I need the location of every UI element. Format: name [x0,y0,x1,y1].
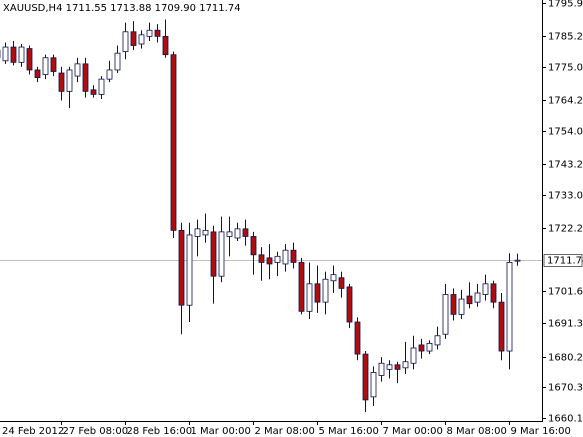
y-tick-label: 1743.25 [548,160,583,171]
candle-body [194,228,201,237]
candle-body [290,249,297,263]
candle-body [138,34,145,45]
candle-body [98,78,105,95]
y-tick-label: 1775.00 [548,63,583,74]
candle-body [66,69,73,92]
y-tick-label: 1733.00 [548,191,583,202]
candle-body [378,362,385,376]
candle-body [26,48,33,71]
candle-body [210,231,217,277]
candle-body [322,278,329,303]
candle-body [34,69,41,79]
candle-body [10,46,17,63]
candle-body [18,46,25,63]
candle-body [234,228,241,239]
x-tick-label: 28 Feb 16:00 [127,426,193,437]
candle-body [154,29,161,37]
candle-body [2,46,9,62]
y-tick-label: 1795.90 [548,0,583,10]
y-tick-label: 1754.00 [548,127,583,138]
candle-body [266,257,273,265]
y-tick-label: 1660.10 [548,414,583,425]
candle-body [42,57,49,75]
candle-body [426,342,433,352]
candle-body [170,54,177,231]
current-price-label: 1711.74 [547,256,583,267]
x-tick-label: 2 Mar 08:00 [255,426,315,437]
candle-body [114,52,121,71]
candle-body [330,274,337,282]
candle-body [482,283,489,295]
candle-body [506,262,513,352]
current-price-box [543,254,583,267]
candle-body [82,63,89,92]
candle-body [338,277,345,289]
candle-body [258,254,265,263]
candle-body [394,364,401,370]
candle-body [178,229,185,306]
x-tick-label: 8 Mar 08:00 [447,426,507,437]
candle-body [314,283,321,303]
candle-body [282,249,289,265]
candle-body [490,283,497,303]
x-tick-label: 27 Feb 08:00 [63,426,129,437]
candle-body [418,344,425,352]
y-tick-label: 1785.25 [548,32,583,43]
candle-body [162,35,169,56]
y-tick-label: 1701.60 [548,287,583,298]
candle-body [298,262,305,312]
candle-body [250,236,257,256]
candle-body [58,72,65,92]
candle-body [90,89,97,95]
candle-body [130,31,137,46]
candle-body [146,29,153,37]
x-tick-label: 9 Mar 16:00 [511,426,571,437]
candle-body [514,259,521,262]
candle-body [186,234,193,306]
candle-body [354,321,361,355]
candle-body [202,229,209,236]
candle-body [218,231,225,277]
candle-body [458,298,465,315]
y-tick-label: 1722.25 [548,224,583,235]
candle-body [50,57,57,72]
y-tick-label: 1764.25 [548,96,583,107]
y-tick-label: 1680.20 [548,353,583,364]
x-tick-label: 5 Mar 16:00 [319,426,379,437]
candle-body [434,335,441,346]
candle-body [442,294,449,335]
candle-body [498,301,505,352]
chart-header: XAUUSD,H4 1711.55 1713.88 1709.90 1711.7… [3,3,241,14]
candle-body [386,364,393,370]
candle-body [402,361,409,369]
candle-body [274,255,281,263]
candle-body [474,292,481,303]
candle-body [346,286,353,323]
candle-body [226,231,233,237]
y-tick-label: 1670.30 [548,383,583,394]
candle-body [362,353,369,401]
x-tick-label: 7 Mar 00:00 [383,426,443,437]
candle-body [466,295,473,305]
candle-body [122,31,129,53]
y-tick-label: 1691.30 [548,319,583,330]
x-tick-label: 1 Mar 00:00 [191,426,251,437]
candle-body [306,283,313,312]
candle-body [450,294,457,315]
x-tick-label: 24 Feb 2012 [2,426,64,437]
candle-body [106,69,113,80]
candle-body [410,347,417,364]
candle-body [242,228,249,237]
candle-body [370,372,377,398]
candle-body [74,63,81,77]
